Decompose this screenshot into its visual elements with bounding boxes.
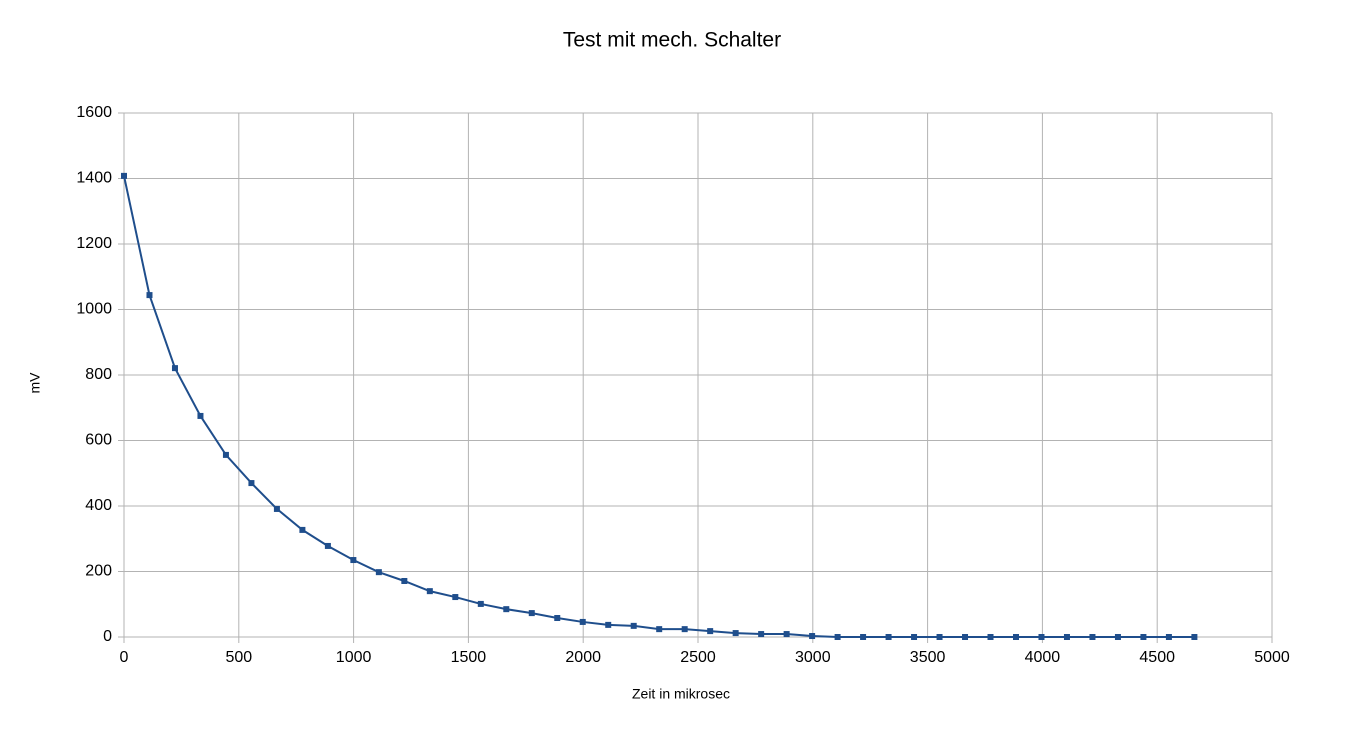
y-tick-label: 600 — [85, 432, 112, 449]
y-tick-label: 1600 — [76, 104, 112, 121]
y-tick-label: 0 — [103, 628, 112, 645]
data-point — [860, 634, 867, 640]
data-point — [375, 569, 382, 576]
data-point — [528, 610, 535, 617]
x-tick-label: 2000 — [565, 649, 601, 666]
data-point — [121, 172, 127, 179]
data-point — [477, 600, 484, 607]
y-axis-label: mV — [27, 372, 43, 394]
data-point — [273, 505, 280, 512]
data-point — [1012, 634, 1019, 640]
data-point — [681, 626, 688, 633]
data-point — [834, 634, 841, 640]
data-point — [1063, 634, 1070, 640]
data-point — [350, 557, 357, 564]
data-point — [554, 615, 561, 622]
y-tick-label: 800 — [85, 366, 112, 383]
data-point — [885, 634, 892, 640]
data-point — [936, 634, 943, 640]
data-point — [1114, 634, 1121, 640]
x-tick-label: 4500 — [1139, 649, 1175, 666]
y-tick-label: 200 — [85, 563, 112, 580]
data-point — [197, 412, 204, 419]
data-point — [732, 630, 739, 637]
data-point — [452, 594, 459, 601]
x-tick-label: 4000 — [1025, 649, 1061, 666]
x-axis-label: Zeit in mikrosec — [632, 686, 730, 702]
data-point — [605, 621, 612, 628]
data-point — [299, 526, 306, 533]
y-tick-label: 1200 — [76, 235, 112, 252]
y-tick-label: 1400 — [76, 170, 112, 187]
y-tick-label: 400 — [85, 497, 112, 514]
data-point — [1165, 634, 1172, 640]
data-point — [1089, 634, 1096, 640]
x-tick-label: 1500 — [451, 649, 487, 666]
x-tick-label: 0 — [120, 649, 129, 666]
data-point — [911, 634, 918, 640]
data-point — [171, 365, 178, 372]
data-point — [222, 451, 229, 458]
data-point — [1038, 634, 1045, 640]
data-point — [656, 626, 663, 633]
x-tick-label: 3000 — [795, 649, 831, 666]
data-point — [1140, 634, 1147, 640]
data-point — [579, 618, 586, 625]
data-point — [426, 588, 433, 595]
data-point — [962, 634, 969, 640]
data-point — [248, 480, 255, 487]
data-point — [146, 292, 153, 299]
data-point — [401, 577, 408, 584]
data-point — [783, 631, 790, 638]
data-point — [630, 622, 637, 629]
chart-title: Test mit mech. Schalter — [563, 29, 781, 52]
data-point — [809, 633, 816, 640]
data-point — [758, 631, 765, 638]
x-tick-label: 3500 — [910, 649, 946, 666]
data-point — [987, 634, 994, 640]
x-tick-label: 5000 — [1254, 649, 1290, 666]
x-tick-label: 2500 — [680, 649, 716, 666]
data-point — [324, 542, 331, 549]
data-point — [707, 628, 714, 635]
x-tick-label: 500 — [225, 649, 252, 666]
y-tick-label: 1000 — [76, 301, 112, 318]
data-point — [1191, 634, 1198, 640]
data-point — [503, 606, 510, 613]
x-tick-label: 1000 — [336, 649, 372, 666]
